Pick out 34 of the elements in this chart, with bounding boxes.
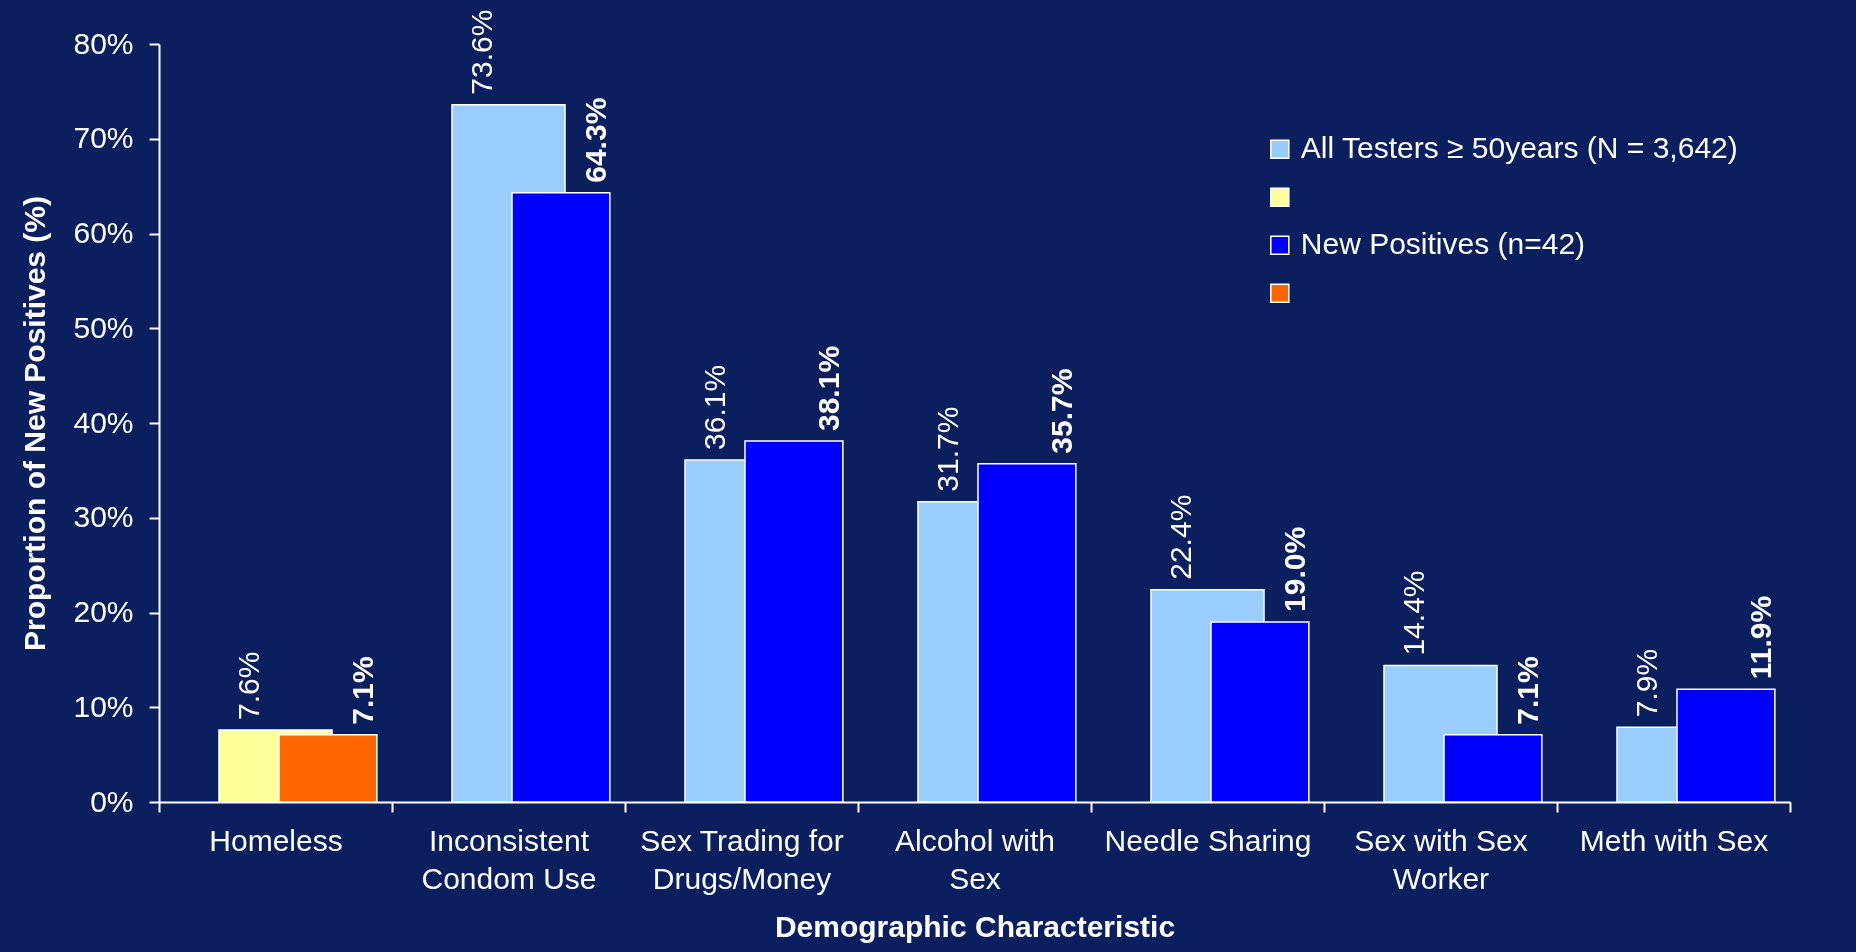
y-tick-label: 60%	[73, 216, 134, 249]
legend-label: All Testers ≥ 50years (N = 3,642)	[1300, 131, 1738, 165]
y-tick-label: 80%	[73, 26, 134, 60]
data-label: 73.6%	[464, 9, 498, 95]
data-label: 31.7%	[930, 406, 964, 492]
y-tick-label: 40%	[73, 405, 134, 439]
y-axis-title: Proportion of New Positives (%)	[18, 195, 52, 652]
y-tick-label: 0%	[90, 784, 134, 818]
x-tick-label: Meth with Sex	[1579, 823, 1769, 857]
data-label: 35.7%	[1045, 368, 1079, 454]
y-tick-label: 70%	[73, 121, 134, 155]
x-axis-title: Demographic Characteristic	[774, 909, 1176, 943]
y-tick-label: 50%	[73, 310, 134, 344]
y-tick-label: 10%	[73, 689, 134, 723]
y-tick-label: 30%	[73, 500, 134, 534]
data-label: 38.1%	[812, 345, 846, 431]
legend-label: New Positives (n=42)	[1300, 227, 1586, 261]
x-tick-label: Needle Sharing	[1104, 823, 1312, 857]
x-tick-label: Alcohol with Sex	[894, 823, 1056, 895]
data-label: 22.4%	[1163, 494, 1197, 580]
data-label: 36.1%	[697, 364, 731, 450]
x-tick-label: Homeless	[209, 823, 343, 857]
y-tick-label: 20%	[73, 595, 134, 628]
data-label: 11.9%	[1744, 595, 1778, 680]
x-tick-label: Sex Trading for Drugs/Money	[640, 823, 844, 895]
data-label: 7.1%	[1511, 656, 1545, 725]
data-label: 64.3%	[579, 97, 613, 183]
x-tick-label: Sex with Sex Worker	[1354, 823, 1528, 895]
data-label: 7.6%	[231, 651, 265, 720]
x-tick-label: Inconsistent Condom Use	[421, 823, 597, 895]
data-label: 7.9%	[1629, 648, 1663, 718]
data-label: 19.0%	[1278, 526, 1312, 612]
data-label: 7.1%	[346, 656, 380, 725]
data-label: 14.4%	[1396, 570, 1430, 656]
